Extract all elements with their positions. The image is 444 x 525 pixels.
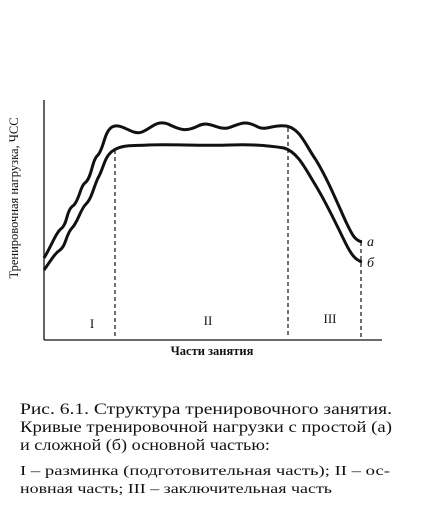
caption-legend: I – разминка (подготовительная часть); I… (20, 463, 391, 496)
caption-line: Кривые тренировочной нагрузки с простой … (20, 419, 392, 436)
curve-label: б (367, 256, 375, 271)
section-label: I (90, 316, 94, 331)
section-label: III (324, 311, 337, 326)
caption-line: Рис. 6.1. Структура тренировочного занят… (20, 401, 392, 418)
legend-line: новная часть; III – заключительная часть (20, 481, 332, 496)
curve-label: а (367, 235, 374, 250)
curve-b (42, 143, 363, 271)
figure: Тренировочная нагрузка, ЧСС Части заняти… (7, 100, 382, 358)
caption: Рис. 6.1. Структура тренировочного занят… (20, 401, 392, 454)
curve-a (42, 121, 363, 259)
section-label: II (204, 313, 213, 328)
x-axis-label: Части занятия (171, 344, 254, 358)
caption-line: и сложной (б) основной частью: (20, 437, 270, 454)
y-axis-label: Тренировочная нагрузка, ЧСС (7, 117, 21, 278)
legend-line: I – разминка (подготовительная часть); I… (20, 463, 391, 478)
